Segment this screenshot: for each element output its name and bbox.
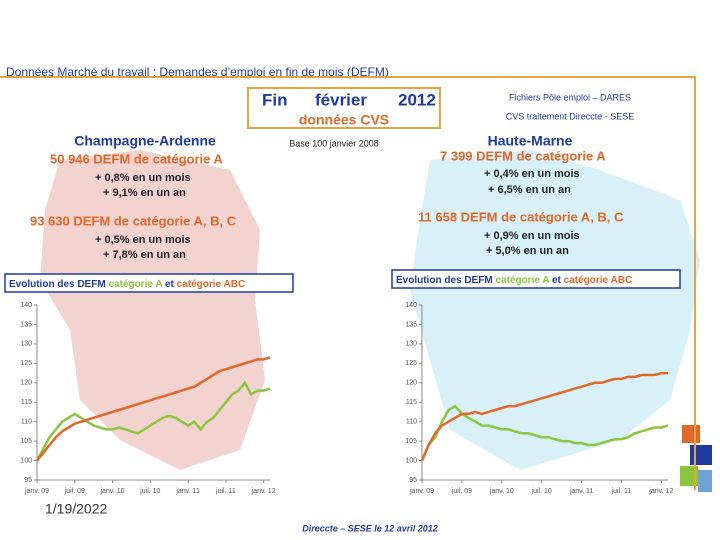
legend-entry: catégorie ABC (177, 279, 246, 290)
y-tick-label: 100 (405, 457, 417, 464)
region-map (40, 150, 265, 470)
base-note: Base 100 janvier 2008 (289, 138, 379, 148)
variation: + 5,0% en un an (486, 245, 569, 257)
variation: + 9,1% en un an (103, 187, 186, 199)
key-figure: 50 946 DEFM de catégorie A (50, 151, 224, 166)
x-tick-label: juil. 10 (139, 488, 160, 495)
variation: + 6,5% en un an (488, 184, 571, 196)
frame-line (0, 76, 696, 490)
slide-title: Données Marché du travail : Demandes d’e… (6, 65, 389, 79)
variation: + 0,9% en un mois (484, 230, 580, 242)
department-map (410, 150, 700, 470)
variation: + 0,4% en un mois (484, 168, 580, 180)
region-name: Haute-Marne (488, 133, 573, 149)
variation: + 0,8% en un mois (95, 172, 191, 184)
month-box-text: février (315, 90, 367, 109)
x-tick-label: juil. 10 (531, 488, 552, 495)
source: CVS traitement Direccte - SESE (506, 111, 635, 121)
month-box-text: 2012 (398, 90, 436, 109)
source: Fichiers Pôle emploi – DARES (509, 92, 631, 102)
y-tick-label: 140 (20, 302, 32, 309)
x-tick-label: janv. 12 (251, 488, 276, 495)
y-tick-label: 130 (405, 341, 417, 348)
y-tick-label: 120 (20, 380, 32, 387)
chart-title: Evolution des DEFM (9, 279, 106, 290)
x-tick-label: juil. 11 (215, 488, 236, 495)
y-tick-label: 125 (405, 360, 417, 367)
variation: + 0,5% en un mois (95, 234, 191, 246)
variation: + 7,8% en un an (103, 249, 186, 261)
legend-box (391, 269, 681, 289)
y-tick-label: 105 (20, 438, 32, 445)
y-tick-label: 135 (20, 321, 32, 328)
chart-title: Evolution des DEFM (396, 275, 493, 286)
x-tick-label: janv. 10 (489, 488, 514, 495)
y-tick-label: 95 (409, 477, 417, 484)
legend-box (4, 273, 294, 293)
y-tick-label: 115 (21, 399, 32, 406)
legend-entry: catégorie A (108, 279, 162, 290)
x-tick-label: janv. 09 (409, 488, 434, 495)
x-tick-label: juil. 09 (451, 488, 472, 495)
y-tick-label: 110 (406, 419, 417, 426)
y-tick-label: 130 (20, 341, 32, 348)
y-tick-label: 105 (405, 438, 417, 445)
x-tick-label: janv. 10 (100, 488, 125, 495)
legend: Evolution des DEFM catégorie A et catégo… (396, 275, 632, 286)
y-tick-label: 120 (405, 380, 417, 387)
x-tick-label: juil. 09 (64, 488, 85, 495)
series-line (35, 380, 271, 462)
month-box (247, 87, 441, 129)
y-tick-label: 110 (21, 419, 32, 426)
y-tick-label: 135 (405, 321, 417, 328)
key-figure: 11 658 DEFM de catégorie A, B, C (418, 209, 624, 224)
cvs-label: données CVS (299, 112, 389, 128)
footer-date: 1/19/2022 (45, 501, 107, 517)
y-tick-label: 95 (24, 477, 32, 484)
x-tick-label: janv. 09 (24, 488, 49, 495)
key-figure: 93 630 DEFM de catégorie A, B, C (30, 213, 237, 228)
legend-entry: catégorie ABC (564, 275, 633, 286)
month-box-text: Fin (262, 90, 288, 109)
legend-joiner: et (552, 275, 562, 286)
y-tick-label: 115 (406, 399, 417, 406)
x-tick-label: janv. 12 (648, 488, 673, 495)
y-tick-label: 125 (20, 360, 32, 367)
x-tick-label: juil. 11 (611, 488, 632, 495)
region-name: Champagne-Ardenne (74, 133, 216, 149)
legend-entry: catégorie A (495, 275, 549, 286)
footer-credit: Direccte – SESE le 12 avril 2012 (302, 523, 438, 533)
legend-joiner: et (165, 279, 175, 290)
key-figure: 7 399 DEFM de catégorie A (440, 148, 606, 163)
y-tick-label: 100 (20, 457, 32, 464)
series-line (36, 356, 271, 462)
x-tick-label: janv. 11 (175, 488, 200, 495)
y-tick-label: 140 (405, 302, 417, 309)
x-tick-label: janv. 11 (569, 488, 594, 495)
series-line (420, 371, 668, 462)
legend: Evolution des DEFM catégorie A et catégo… (9, 279, 245, 290)
